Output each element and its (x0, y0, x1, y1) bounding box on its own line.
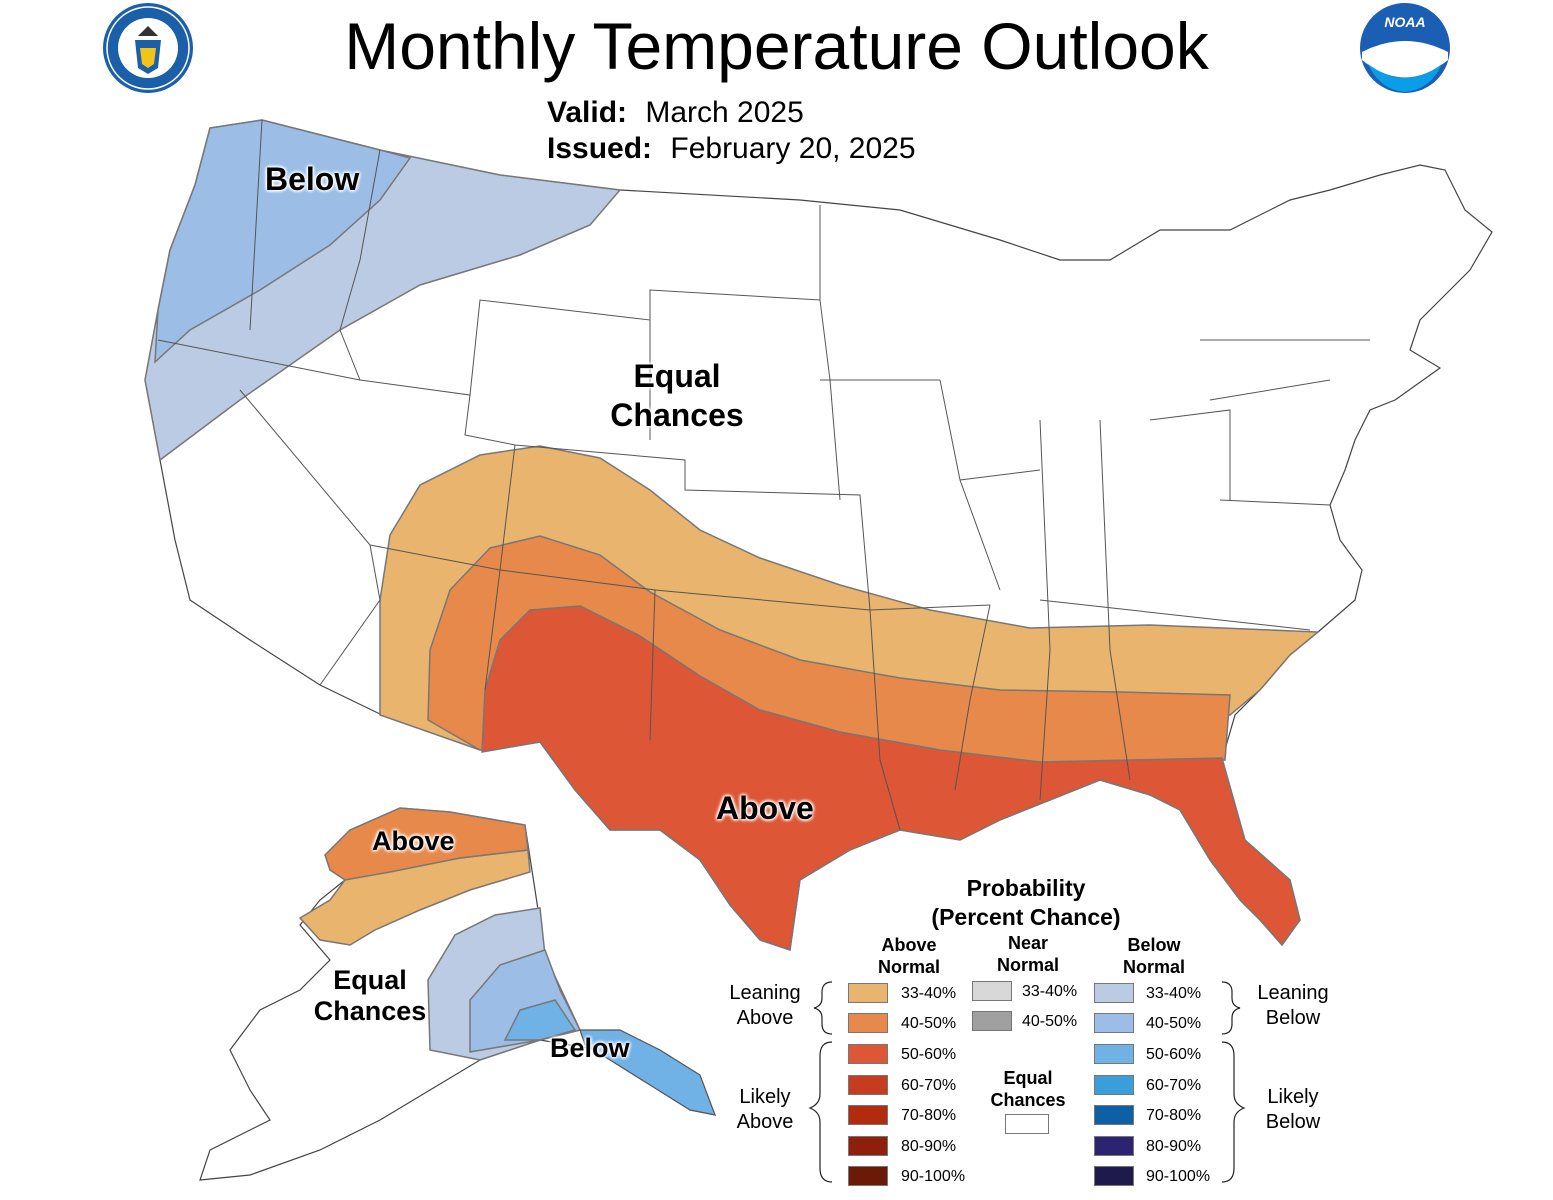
brace-likely-above (808, 1041, 833, 1183)
legend-equal-1: Equal (1003, 1068, 1053, 1088)
leaning-below-2: Below (1265, 1007, 1321, 1029)
legend-col-below-2: Normal (1122, 957, 1185, 977)
brace-leaning-above (813, 981, 833, 1035)
leaning-below-1: Leaning (1257, 982, 1329, 1004)
valid-value: March 2025 (645, 96, 804, 129)
ak-below-label: Below (550, 1033, 630, 1063)
swatch-above-33-40 (848, 983, 888, 1003)
label-above-80-90: 80-90% (901, 1138, 957, 1155)
conus-above-label: Above (716, 790, 814, 826)
legend-col-above-1: Above (881, 935, 937, 955)
label-below-40-50: 40-50% (1146, 1015, 1202, 1032)
label-above-40-50: 40-50% (901, 1015, 957, 1032)
noaa-logo-icon (1360, 3, 1450, 93)
label-above-70-80: 70-80% (901, 1107, 957, 1124)
swatch-above-90-100 (848, 1166, 888, 1186)
conus-above-50-60 (481, 605, 1301, 951)
leaning-above-2: Above (736, 1007, 794, 1029)
legend-col-near-2: Normal (996, 955, 1059, 975)
label-above-50-60: 50-60% (901, 1046, 957, 1063)
swatch-above-50-60 (848, 1044, 888, 1064)
swatch-above-60-70 (848, 1075, 888, 1095)
label-below-60-70: 60-70% (1146, 1077, 1202, 1094)
legend-title-1: Probability (966, 875, 1086, 901)
label-near-33-40: 33-40% (1022, 983, 1078, 1000)
valid-line: Valid: March 2025 (547, 95, 804, 131)
swatch-below-90-100 (1094, 1166, 1134, 1186)
legend-col-above-2: Normal (877, 957, 940, 977)
legend-title-2: (Percent Chance) (931, 904, 1121, 930)
alaska-outlook (199, 807, 717, 1181)
likely-below-1: Likely (1267, 1086, 1319, 1108)
conus-equal-label-2: Chances (610, 397, 744, 433)
swatch-below-50-60 (1094, 1044, 1134, 1064)
doc-seal-icon (103, 3, 193, 93)
legend-col-near-1: Near (1007, 933, 1049, 953)
label-near-40-50: 40-50% (1022, 1013, 1078, 1030)
state-lines (157, 119, 1370, 831)
label-below-90-100: 90-100% (1146, 1168, 1211, 1185)
swatch-near-40-50 (972, 1011, 1012, 1031)
label-below-70-80: 70-80% (1146, 1107, 1202, 1124)
label-below-33-40: 33-40% (1146, 985, 1202, 1002)
likely-above-2: Above (736, 1111, 794, 1133)
swatch-below-80-90 (1094, 1136, 1134, 1156)
label-below-80-90: 80-90% (1146, 1138, 1202, 1155)
issued-value: February 20, 2025 (670, 132, 916, 165)
conus-equal-label-1: Equal (633, 358, 721, 394)
alaska-below-50-60 (503, 999, 577, 1041)
ak-above-label: Above (372, 826, 455, 856)
swatch-above-80-90 (848, 1136, 888, 1156)
likely-below-2: Below (1265, 1111, 1321, 1133)
alaska-panhandle-below (579, 1029, 716, 1116)
ak-equal-label-2: Chances (313, 996, 427, 1026)
swatch-below-40-50 (1094, 1013, 1134, 1033)
alaska-above-40-50 (324, 807, 529, 881)
brace-likely-below (1221, 1041, 1246, 1183)
noaa-logo-text: NOAA (1384, 14, 1426, 30)
ak-equal-label-1: Equal (333, 965, 407, 995)
swatch-below-60-70 (1094, 1075, 1134, 1095)
conus-outlook (144, 119, 1493, 951)
label-above-60-70: 60-70% (901, 1077, 957, 1094)
swatch-below-70-80 (1094, 1105, 1134, 1125)
issued-label: Issued: (547, 132, 653, 165)
legend-braces-right (1221, 981, 1246, 1183)
label-below-50-60: 50-60% (1146, 1046, 1202, 1063)
swatch-near-33-40 (972, 981, 1012, 1001)
valid-label: Valid: (547, 96, 628, 129)
legend-braces-left (808, 981, 833, 1183)
likely-above-1: Likely (739, 1086, 791, 1108)
issued-line: Issued: February 20, 2025 (547, 131, 916, 167)
swatch-above-70-80 (848, 1105, 888, 1125)
label-above-33-40: 33-40% (901, 985, 957, 1002)
swatch-below-33-40 (1094, 983, 1134, 1003)
legend-col-below-1: Below (1127, 935, 1181, 955)
conus-below-label: Below (265, 161, 360, 197)
legend-equal-2: Chances (990, 1090, 1066, 1110)
brace-leaning-below (1221, 981, 1241, 1035)
swatch-above-40-50 (848, 1013, 888, 1033)
label-above-90-100: 90-100% (901, 1168, 966, 1185)
page-title: Monthly Temperature Outlook (344, 9, 1209, 83)
swatch-equal-chances (1005, 1114, 1049, 1134)
leaning-above-1: Leaning (729, 982, 801, 1004)
